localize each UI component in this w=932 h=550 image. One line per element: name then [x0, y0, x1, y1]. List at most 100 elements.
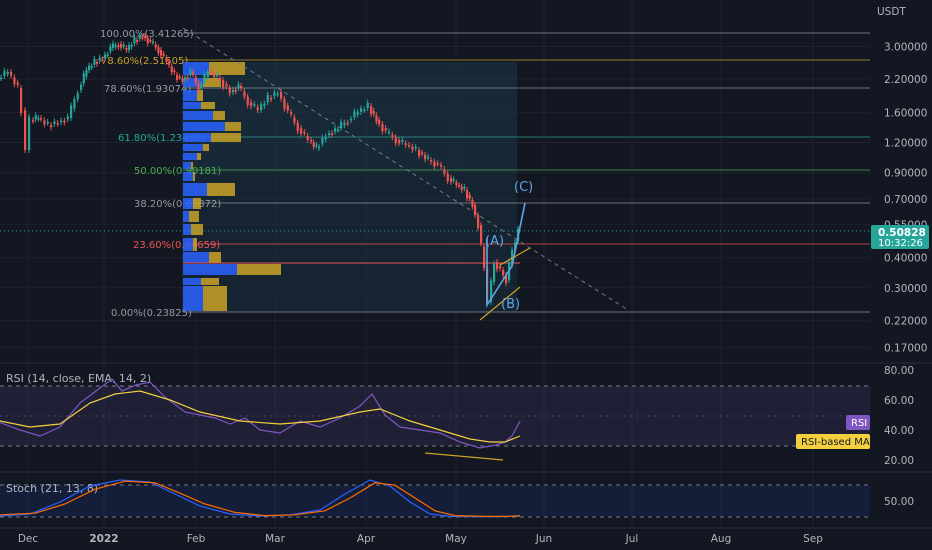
vp-bar-buy — [183, 264, 237, 275]
candle-body — [130, 44, 133, 47]
price-tick-label: 0.70000 — [884, 194, 927, 206]
candle-body — [104, 54, 107, 58]
rsi-tick-label: 80.00 — [884, 365, 914, 377]
candle-body — [480, 225, 483, 244]
candle-body — [460, 186, 463, 190]
candle-body — [401, 140, 404, 142]
vp-bar-sell — [207, 183, 235, 196]
vp-bar-buy — [183, 153, 197, 160]
candle-body — [216, 74, 219, 77]
candle-body — [225, 84, 228, 87]
vp-bar-buy — [183, 122, 225, 131]
vp-bar-buy — [183, 252, 209, 263]
stoch-axis-label: 50.00 — [884, 496, 914, 508]
candle-body — [384, 128, 387, 131]
candle-body — [502, 270, 505, 275]
vp-bar-buy — [183, 198, 193, 209]
candle-body — [430, 160, 433, 162]
candle-body — [234, 90, 237, 92]
candle-body — [128, 45, 131, 50]
candle-body — [468, 195, 471, 199]
fib-retracement[interactable]: 100.00%(3.41265) 78.60%(2.51505) 78.60%(1.… — [100, 29, 870, 319]
elliott-wave-path[interactable] — [486, 202, 526, 308]
candle-body — [138, 35, 141, 39]
candle-body — [443, 169, 446, 174]
candle-body — [253, 104, 256, 106]
candle-body — [266, 94, 269, 102]
rsi-tag-label: RSI — [851, 418, 867, 429]
candle-body — [232, 90, 235, 92]
vp-bar-sell — [189, 211, 199, 222]
candle-body — [290, 112, 293, 115]
fib-level-label: 78.60%(2.51505) — [101, 56, 188, 67]
candle-body — [381, 124, 384, 132]
stoch-title[interactable]: Stoch (21, 13, 8) — [6, 482, 98, 495]
candle-body — [60, 120, 63, 123]
candle-body — [270, 98, 273, 100]
candle-body — [141, 37, 144, 39]
candle-body — [286, 105, 289, 111]
candle-body — [310, 140, 313, 142]
price-axis[interactable]: 3.00000 2.20000 1.60000 1.20000 0.90000 0.700… — [884, 42, 927, 355]
candle-body — [53, 121, 56, 124]
candle-countdown: 10:32:26 — [878, 238, 923, 249]
rsi-divergence-line[interactable] — [424, 452, 504, 461]
candle-body — [337, 129, 340, 132]
candle-body — [433, 161, 436, 167]
candle-body — [82, 73, 85, 84]
candle-body — [394, 137, 397, 144]
candle-body — [424, 155, 427, 160]
time-tick-label: 2022 — [89, 533, 118, 545]
candle-body — [321, 137, 324, 144]
candle-body — [436, 163, 439, 165]
time-axis[interactable]: Dec 2022 Feb Mar Apr May Jun Jul Aug Sep — [18, 533, 823, 545]
candle-body — [206, 72, 209, 78]
candle-body — [514, 242, 517, 250]
candle-body — [418, 150, 421, 156]
time-tick-label: Jul — [625, 533, 639, 545]
wedge-resistance-line[interactable] — [499, 247, 531, 266]
candle-body — [173, 70, 176, 73]
rsi-tick-label: 20.00 — [884, 455, 914, 467]
rsi-title[interactable]: RSI (14, close, EMA, 14, 2) — [6, 372, 151, 385]
candle-body — [240, 86, 243, 89]
vp-bar-buy — [183, 102, 201, 109]
candle-body — [178, 76, 181, 79]
vp-bar-buy — [183, 238, 193, 251]
candle-body — [40, 118, 43, 120]
candle-body — [331, 133, 334, 135]
price-tick-label: 1.20000 — [884, 138, 927, 150]
fib-level-label: 50.00%(0.90181) — [134, 166, 221, 177]
vp-bar-buy — [183, 90, 197, 101]
candle-body — [466, 190, 469, 199]
candle-body — [391, 134, 394, 138]
candle-body — [312, 142, 315, 147]
candle-body — [165, 58, 168, 62]
vp-bar-sell — [197, 153, 201, 160]
price-tick-label: 2.20000 — [884, 74, 927, 86]
candle-body — [133, 36, 136, 44]
candle-body — [34, 115, 37, 120]
price-tick-label: 0.17000 — [884, 342, 927, 354]
vp-bar-sell — [209, 252, 221, 263]
candle-body — [76, 93, 79, 100]
candle-body — [346, 122, 349, 125]
candle-body — [296, 122, 299, 132]
wedge-support-line[interactable] — [479, 286, 521, 321]
candle-body — [243, 91, 246, 97]
candle-body — [168, 62, 171, 65]
candle-body — [109, 46, 112, 52]
rsi-ma-line — [0, 390, 521, 443]
candle-body — [280, 92, 283, 99]
candle-body — [50, 125, 53, 128]
candle-body — [162, 54, 165, 56]
candle-body — [276, 93, 279, 96]
candle-body — [360, 108, 363, 112]
candle-body — [122, 44, 125, 47]
candle-body — [24, 110, 27, 150]
candle-body — [88, 65, 91, 70]
vp-bar-sell — [213, 111, 225, 120]
time-tick-label: Aug — [711, 533, 732, 545]
